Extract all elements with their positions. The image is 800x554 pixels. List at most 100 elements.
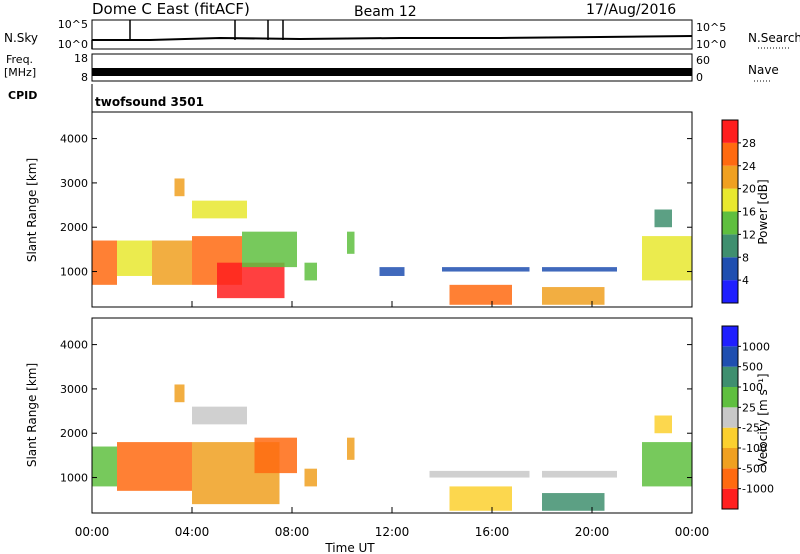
freq-panel	[91, 53, 693, 82]
colorbar-tick-label: 1000	[742, 340, 770, 353]
y-tick-label: 2000	[60, 427, 88, 440]
power-echo-region	[152, 240, 192, 285]
colorbar-swatch	[722, 448, 738, 469]
velocity-echo-region	[542, 470, 617, 478]
colorbar-swatch	[722, 488, 738, 509]
y-tick-label: 2000	[60, 221, 88, 234]
colorbar-tick-label: 24	[742, 160, 756, 173]
y-tick-label: 1000	[60, 472, 88, 485]
freq-tick-top: 18	[74, 52, 88, 65]
colorbar-swatch	[722, 280, 738, 303]
power-echo-region	[242, 231, 297, 268]
colorbar-swatch	[722, 346, 738, 367]
colorbar-tick-label: 25	[742, 401, 756, 414]
velocity-ylabel: Slant Range [km]	[25, 363, 39, 467]
colorbar-swatch	[722, 407, 738, 428]
colorbar-swatch	[722, 211, 738, 235]
colorbar-tick-label: -100	[742, 442, 767, 455]
power-colorbar: 4 8 12 16 20 24 28	[721, 119, 756, 304]
power-ylabel: Slant Range [km]	[25, 158, 39, 262]
y-tick-label: 3000	[60, 383, 88, 396]
beam-title: Beam 12	[354, 4, 417, 20]
power-echo-region	[174, 178, 185, 197]
power-colorbar-label: Power [dB]	[756, 179, 770, 244]
nsky-label: N.Sky	[4, 31, 38, 45]
colorbar-tick-label: 12	[742, 228, 756, 241]
power-echo-region	[542, 287, 605, 305]
colorbar-frame	[721, 325, 739, 510]
colorbar-tick-label: 500	[742, 361, 763, 374]
xlabel: Time UT	[324, 541, 375, 554]
power-echo-region	[642, 236, 692, 281]
velocity-echo-region	[654, 415, 672, 434]
velocity-echo-region	[542, 493, 605, 511]
colorbar-tick-label: -500	[742, 462, 767, 475]
colorbar-tick-label: 16	[742, 206, 756, 219]
velocity-y-axis: 1000 2000 3000 4000	[60, 339, 692, 485]
nave-tick-top: 60	[696, 54, 710, 67]
nsearch-tick-top: 10^5	[696, 21, 726, 34]
colorbar-swatch	[722, 188, 738, 212]
velocity-echo-region	[117, 442, 192, 491]
power-echo-region	[347, 231, 355, 254]
x-tick-label: 00:00	[75, 525, 110, 539]
colorbar-swatch	[722, 120, 738, 143]
velocity-echo-region	[304, 468, 317, 487]
power-echo-region	[117, 240, 152, 276]
velocity-echo-region	[429, 470, 530, 478]
power-echo-region	[442, 267, 530, 272]
colorbar-tick-label: -1000	[742, 483, 774, 496]
y-tick-label: 4000	[60, 133, 88, 146]
freq-label-1: Freq.	[6, 53, 33, 66]
x-tick-label: 04:00	[175, 525, 210, 539]
colorbar-swatch	[722, 468, 738, 489]
velocity-echo-region	[254, 437, 297, 474]
velocity-colorbar-label: Velocity [m s⁻¹]	[756, 373, 770, 466]
y-tick-label: 3000	[60, 177, 88, 190]
colorbar-tick-label: 4	[742, 274, 749, 287]
cpid-value: twofsound 3501	[95, 95, 204, 109]
velocity-heatmap	[92, 384, 692, 511]
velocity-echo-region	[192, 406, 247, 425]
velocity-echo-region	[642, 442, 692, 487]
nsky-tick-bottom: 10^0	[58, 38, 88, 51]
nsky-tick-top: 10^5	[58, 18, 88, 31]
power-echo-region	[217, 262, 285, 299]
freq-band	[92, 68, 692, 76]
x-tick-label: 12:00	[375, 525, 410, 539]
power-echo-region	[449, 284, 512, 305]
power-echo-region	[379, 267, 405, 276]
power-y-axis: 1000 2000 3000 4000	[60, 133, 692, 279]
nsearch-tick-bottom: 10^0	[696, 38, 726, 51]
colorbar-tick-label: 8	[742, 251, 749, 264]
x-tick-label: 16:00	[475, 525, 510, 539]
velocity-echo-region	[174, 384, 185, 403]
nsky-line	[92, 35, 693, 41]
velocity-echo-region	[449, 486, 512, 511]
y-tick-label: 4000	[60, 339, 88, 352]
power-echo-region	[542, 267, 617, 272]
freq-label-2: [MHz]	[4, 66, 36, 79]
velocity-echo-region	[347, 437, 355, 460]
date-title: 17/Aug/2016	[586, 2, 676, 18]
colorbar-swatch	[722, 234, 738, 258]
nsky-panel	[91, 19, 693, 50]
station-title: Dome C East (fitACF)	[92, 0, 250, 18]
colorbar-tick-label: -25	[742, 422, 760, 435]
nave-tick-bottom: 0	[696, 71, 703, 84]
time-x-axis: 00:00 04:00 08:00 12:00 16:00 20:00 00:00	[75, 301, 710, 539]
colorbar-tick-label: 28	[742, 137, 756, 150]
power-echo-region	[654, 209, 672, 228]
colorbar-tick-label: 100	[742, 381, 763, 394]
colorbar-swatch	[722, 366, 738, 387]
freq-tick-bottom: 8	[81, 71, 88, 84]
x-tick-label: 20:00	[575, 525, 610, 539]
power-heatmap	[92, 178, 692, 305]
velocity-echo-region	[92, 446, 117, 487]
nsearch-label: N.Search	[748, 31, 800, 45]
colorbar-swatch	[722, 427, 738, 448]
nave-label: Nave	[748, 63, 779, 77]
x-tick-label: 00:00	[675, 525, 710, 539]
colorbar-swatch	[722, 387, 738, 408]
